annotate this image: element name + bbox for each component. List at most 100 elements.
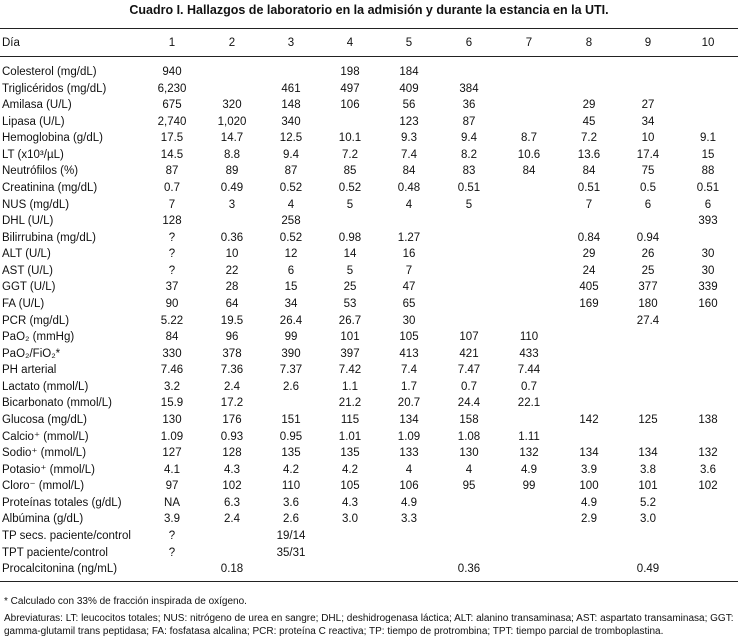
cell: 3.9 [164, 513, 180, 526]
cell: 340 [281, 115, 301, 128]
cell: 198 [340, 66, 360, 78]
cell: 6 [704, 198, 712, 211]
cell: 0.52 [279, 231, 303, 244]
cell: 3.2 [164, 380, 180, 393]
row-label: Glucosa (mg/dL) [2, 413, 88, 426]
cell: 2.6 [283, 380, 299, 393]
cell: 19/14 [276, 529, 306, 542]
cell: 125 [638, 413, 658, 426]
cell: 0.98 [338, 231, 362, 244]
column-header: 5 [405, 37, 413, 49]
cell: 7.42 [338, 364, 362, 377]
row-label: Bicarbonato (mmol/L) [2, 397, 112, 410]
cell: 26.7 [338, 314, 362, 327]
cell: 17.4 [636, 148, 660, 161]
cell: 133 [399, 447, 419, 460]
cell: 378 [222, 347, 242, 360]
cell: 101 [340, 331, 360, 344]
cell: 433 [519, 347, 539, 360]
cell: 29 [582, 248, 596, 261]
cell: 101 [638, 480, 658, 493]
footnote: * Calculado con 33% de fracción inspirad… [4, 596, 247, 607]
cell: 7.47 [457, 364, 481, 377]
cell: 30 [701, 248, 715, 261]
cell: 130 [162, 413, 182, 426]
cell: 85 [343, 165, 357, 178]
cell: 3.9 [581, 463, 597, 476]
cell: 461 [281, 82, 301, 95]
cell: 110 [519, 331, 539, 344]
cell: 138 [698, 413, 718, 426]
cell: 0.48 [397, 181, 421, 194]
cell: 393 [698, 215, 718, 228]
cell: 8.8 [224, 148, 240, 161]
cell: 7.2 [581, 132, 597, 145]
cell: 330 [162, 347, 182, 360]
row-label: PaO₂/FiO₂* [2, 347, 61, 360]
cell: 3.3 [401, 513, 417, 526]
cell: 0.7 [521, 380, 537, 393]
cell: 3.8 [640, 463, 656, 476]
cell: 4 [405, 463, 413, 476]
column-header: 8 [585, 37, 593, 49]
cell: 36 [462, 99, 476, 112]
cell: 15 [701, 148, 715, 161]
cell: 128 [162, 215, 182, 228]
cell: 7.4 [401, 148, 417, 161]
cell: 14 [343, 248, 357, 261]
column-header: 2 [228, 37, 236, 49]
cell: 6.3 [224, 496, 240, 509]
cell: 180 [638, 297, 658, 310]
cell: 7.46 [160, 364, 184, 377]
row-label: FA (U/L) [2, 297, 45, 310]
cell: ? [168, 546, 176, 559]
cell: 7.44 [517, 364, 541, 377]
cell: ? [168, 248, 176, 261]
row-label: Colesterol (mg/dL) [2, 66, 97, 78]
cell: 84 [522, 165, 536, 178]
cell: 6 [287, 264, 295, 277]
cell: 1.27 [397, 231, 421, 244]
cell: 9.4 [283, 148, 299, 161]
abbreviations: Abreviaturas: LT: leucocitos totales; NU… [4, 613, 734, 637]
cell: 1.1 [342, 380, 358, 393]
cell: 1.7 [401, 380, 417, 393]
cell: 0.7 [164, 181, 180, 194]
row-label: PH arterial [2, 364, 57, 377]
cell: 115 [340, 413, 360, 426]
cell: NA [164, 496, 180, 509]
cell: 0.52 [338, 181, 362, 194]
cell: 413 [399, 347, 419, 360]
cell: 47 [402, 281, 416, 294]
row-label: ALT (U/L) [2, 248, 51, 261]
row-label: Neutrófilos (%) [2, 165, 79, 178]
cell: 5 [346, 198, 354, 211]
column-header: 7 [525, 37, 533, 49]
cell: 95 [462, 480, 476, 493]
cell: 37 [165, 281, 179, 294]
cell: 134 [638, 447, 658, 460]
cell: 30 [402, 314, 416, 327]
cell: ? [168, 529, 176, 542]
cell: 6 [644, 198, 652, 211]
cell: 10.1 [338, 132, 362, 145]
cell: 320 [222, 99, 242, 112]
cell: 4.3 [342, 496, 358, 509]
row-label: Sodio⁺ (mmol/L) [2, 447, 87, 460]
row-label: LT (x10³/µL) [2, 148, 64, 161]
cell: 128 [222, 447, 242, 460]
row-label: AST (U/L) [2, 264, 53, 277]
column-header: 3 [287, 37, 295, 49]
rule [0, 581, 738, 582]
cell: 339 [698, 281, 718, 294]
cell: 15 [284, 281, 298, 294]
cell: 3.0 [342, 513, 358, 526]
cell: 26 [641, 248, 655, 261]
cell: 26.4 [279, 314, 303, 327]
cell: 27.4 [636, 314, 660, 327]
cell: 34 [641, 115, 655, 128]
cell: 17.2 [220, 397, 244, 410]
cell: 12.5 [279, 132, 303, 145]
cell: 135 [340, 447, 360, 460]
cell: 0.18 [220, 563, 244, 576]
